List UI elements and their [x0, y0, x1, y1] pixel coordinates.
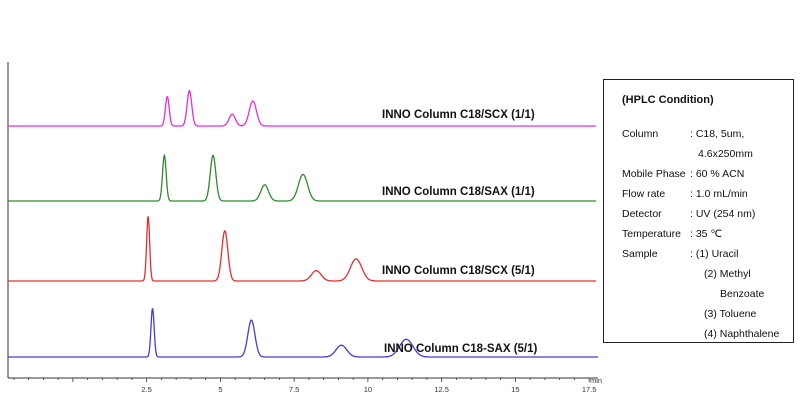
condition-value: : UV (254 nm) [690, 208, 756, 220]
trace-line [8, 216, 596, 282]
condition-value: 4.6x250mm [698, 148, 753, 160]
trace-2: INNO Column C18/SAX (1/1) [8, 153, 596, 202]
condition-key: Sample [622, 248, 658, 260]
condition-key: Flow rate [622, 188, 666, 200]
condition-row-sample-3: (3) Toluene [622, 308, 794, 326]
condition-value: : C18, 5um, [690, 128, 745, 140]
condition-row-flow-rate: Flow rate : 1.0 mL/min [622, 188, 794, 206]
trace-1: INNO Column C18/SCX (1/1) [8, 89, 596, 127]
condition-row-column-cont: 4.6x250mm [622, 148, 794, 166]
x-tick-label: 12.5 [434, 385, 449, 394]
condition-value: (4) Naphthalene [704, 328, 780, 340]
condition-title: (HPLC Condition) [622, 94, 714, 106]
hplc-condition-box: (HPLC Condition) Column : C18, 5um, 4.6x… [603, 79, 794, 343]
condition-key: Temperature [622, 228, 681, 240]
condition-row-detector: Detector : UV (254 nm) [622, 208, 794, 226]
condition-key: Mobile Phase [622, 168, 686, 180]
x-tick-label: 5 [218, 385, 222, 394]
x-tick-label: 7.5 [289, 385, 299, 394]
condition-row-temperature: Temperature : 35 ℃ [622, 228, 794, 246]
trace-label: INNO Column C18/SCX (5/1) [382, 265, 535, 277]
condition-row-mobile-phase: Mobile Phase : 60 % ACN [622, 168, 794, 186]
x-tick-label: 10 [364, 385, 372, 394]
condition-row-sample-4: (4) Naphthalene [622, 328, 794, 346]
condition-value: : (1) Uracil [690, 248, 739, 260]
condition-value: (3) Toluene [704, 308, 757, 320]
condition-key: Column [622, 128, 659, 140]
condition-row-sample-2-cont: Benzoate [622, 288, 794, 306]
x-tick-label: 15 [511, 385, 519, 394]
condition-value: : 60 % ACN [690, 168, 745, 180]
condition-value: : 35 ℃ [690, 228, 723, 240]
trace-label: INNO Column C18-SAX (5/1) [384, 343, 538, 355]
condition-key: Detector [622, 208, 662, 220]
trace-label: INNO Column C18/SAX (1/1) [382, 186, 535, 198]
chromatogram-traces: INNO Column C18/SCX (1/1) INNO Column C18… [8, 89, 598, 358]
trace-line [8, 153, 596, 202]
trace-line [8, 89, 596, 127]
condition-value: (2) Methyl [704, 268, 751, 280]
condition-value: Benzoate [720, 288, 765, 300]
trace-4: INNO Column C18-SAX (5/1) [8, 308, 598, 358]
x-tick-label: 2.5 [141, 385, 151, 394]
condition-value: : 1.0 mL/min [690, 188, 748, 200]
x-tick-label: 17.5 [582, 385, 597, 394]
condition-row-sample-2: (2) Methyl [622, 268, 794, 286]
x-unit-label: min [590, 376, 602, 385]
condition-row-column: Column : C18, 5um, [622, 128, 794, 146]
condition-row-sample: Sample : (1) Uracil [622, 248, 794, 266]
trace-3: INNO Column C18/SCX (5/1) [8, 216, 596, 282]
trace-label: INNO Column C18/SCX (1/1) [382, 109, 535, 121]
trace-line [8, 308, 598, 358]
